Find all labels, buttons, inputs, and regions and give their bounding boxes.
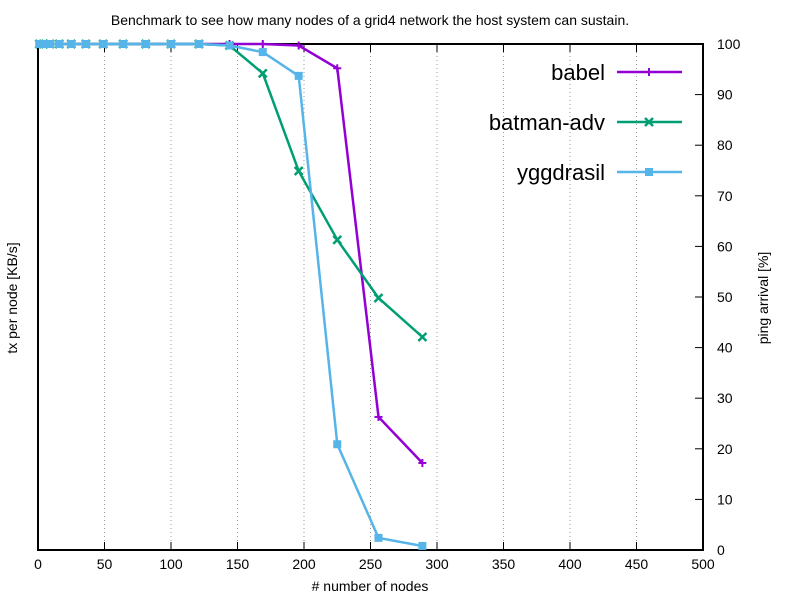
marker-stroke bbox=[373, 293, 384, 303]
y-right-tick-label: 90 bbox=[717, 87, 733, 103]
data-point-yggdrasil bbox=[141, 40, 150, 48]
x-tick-label: 300 bbox=[425, 556, 449, 572]
x-tick-label: 250 bbox=[359, 556, 383, 572]
data-point-batman-adv bbox=[332, 234, 343, 245]
data-point-yggdrasil bbox=[294, 71, 303, 80]
data-point-yggdrasil bbox=[374, 533, 383, 542]
series-batman-adv bbox=[34, 39, 428, 342]
data-point-yggdrasil bbox=[418, 541, 427, 550]
data-point-batman-adv bbox=[417, 332, 428, 342]
series-line-babel bbox=[39, 42, 424, 464]
chart-title: Benchmark to see how many nodes of a gri… bbox=[111, 12, 629, 28]
y-right-tick-label: 50 bbox=[717, 289, 733, 305]
y-right-tick-label: 30 bbox=[717, 390, 733, 406]
y-axis-label-left: tx per node [KB/s] bbox=[4, 242, 20, 353]
series-yggdrasil bbox=[35, 40, 427, 550]
y-right-tick-label: 60 bbox=[717, 238, 733, 254]
data-point-batman-adv bbox=[373, 293, 384, 303]
y-right-tick-label: 40 bbox=[717, 340, 733, 356]
data-point-yggdrasil bbox=[167, 40, 175, 48]
data-point-babel bbox=[418, 458, 427, 467]
y-right-tick-label: 70 bbox=[717, 188, 733, 204]
y-right-tick-label: 100 bbox=[717, 36, 741, 52]
data-point-yggdrasil bbox=[225, 41, 234, 50]
x-tick-label: 500 bbox=[691, 556, 715, 572]
x-tick-label: 0 bbox=[34, 556, 42, 572]
legend-label: yggdrasil bbox=[517, 160, 605, 185]
legend-label: batman-adv bbox=[489, 110, 605, 135]
x-tick-label: 450 bbox=[625, 556, 649, 572]
data-point-yggdrasil bbox=[67, 40, 76, 48]
marker-stroke bbox=[257, 68, 268, 79]
y-right-tick-labels: 0 10 20 30 40 50 60 70 80 90 100 bbox=[717, 36, 741, 558]
data-point-yggdrasil bbox=[333, 440, 342, 449]
data-point-yggdrasil bbox=[119, 40, 128, 48]
legend-marker-batman-adv bbox=[644, 117, 654, 127]
y-axis-label-right: ping arrival [%] bbox=[755, 252, 771, 345]
y-right-tick-label: 80 bbox=[717, 137, 733, 153]
x-tick-label: 400 bbox=[558, 556, 582, 572]
series bbox=[34, 39, 428, 550]
series-babel bbox=[35, 40, 427, 467]
marker-stroke bbox=[417, 332, 428, 342]
legend-marker-yggdrasil bbox=[645, 168, 653, 176]
data-point-yggdrasil bbox=[258, 48, 267, 57]
y-right-tick-label: 0 bbox=[717, 542, 725, 558]
data-point-babel bbox=[294, 41, 303, 50]
data-point-yggdrasil bbox=[39, 40, 48, 48]
data-point-yggdrasil bbox=[81, 40, 90, 48]
data-point-yggdrasil bbox=[55, 40, 64, 48]
x-tick-label: 50 bbox=[97, 556, 113, 572]
data-point-batman-adv bbox=[293, 166, 304, 176]
legend-label: babel bbox=[551, 60, 605, 85]
legend-marker-babel bbox=[645, 68, 653, 76]
x-tick-label: 150 bbox=[226, 556, 250, 572]
y-right-tick-label: 10 bbox=[717, 491, 733, 507]
data-point-babel bbox=[258, 40, 267, 48]
data-point-yggdrasil bbox=[194, 40, 203, 48]
legend: babel batman-adv yggdrasil bbox=[489, 60, 682, 185]
x-tick-labels: 0 50 100 150 200 250 300 350 400 450 500 bbox=[34, 556, 715, 572]
data-point-babel bbox=[374, 412, 383, 421]
x-tick-label: 100 bbox=[159, 556, 183, 572]
data-point-yggdrasil bbox=[99, 40, 108, 48]
y-right-tick-label: 20 bbox=[717, 441, 733, 457]
data-point-babel bbox=[333, 64, 342, 73]
marker-stroke bbox=[644, 117, 654, 127]
marker-stroke bbox=[293, 166, 304, 176]
x-tick-label: 200 bbox=[292, 556, 316, 572]
marker-stroke bbox=[332, 234, 343, 245]
x-tick-label: 350 bbox=[492, 556, 516, 572]
data-point-batman-adv bbox=[257, 68, 268, 79]
x-axis-label: # number of nodes bbox=[312, 578, 429, 594]
data-point-yggdrasil bbox=[45, 40, 54, 48]
